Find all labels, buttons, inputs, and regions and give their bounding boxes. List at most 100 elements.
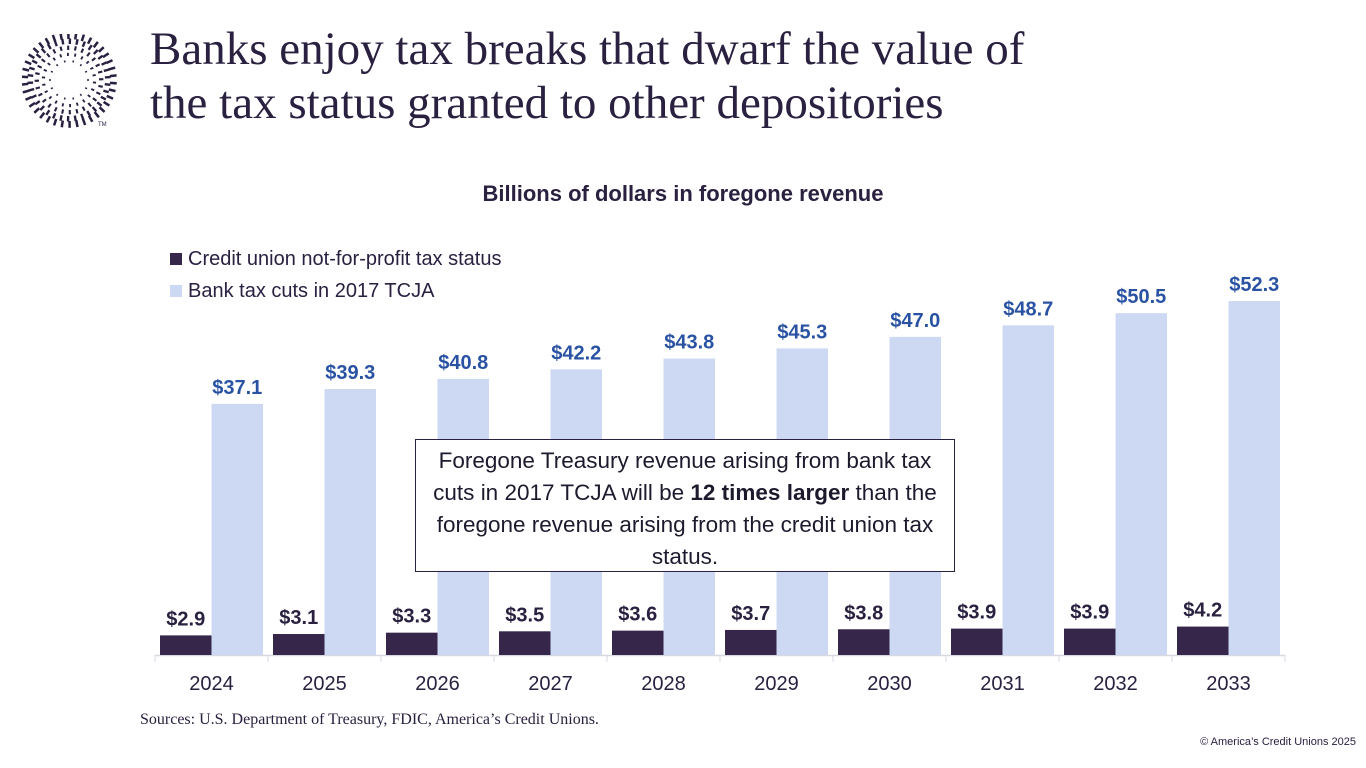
- x-tick-label: 2032: [1093, 673, 1138, 695]
- logo-dash: [45, 109, 51, 116]
- data-label: $3.8: [844, 602, 883, 624]
- logo-dash: [98, 106, 106, 113]
- logo-dash: [52, 48, 57, 54]
- logo-dash: [90, 88, 95, 92]
- logo-dash: [75, 120, 79, 128]
- logo-dash: [45, 115, 52, 123]
- data-label: $3.7: [731, 603, 770, 625]
- logo-dash: [51, 34, 57, 42]
- data-label: $3.5: [505, 604, 544, 626]
- logo-dash: [38, 41, 45, 49]
- logo-dash: [22, 89, 30, 94]
- bar-credit-union: [951, 628, 1003, 655]
- logo-dash: [100, 95, 107, 101]
- logo-dash: [104, 82, 111, 86]
- bar-bank: [324, 388, 376, 655]
- logo: TM: [22, 34, 117, 128]
- logo-dash: [24, 60, 32, 66]
- logo-dash: [46, 52, 51, 58]
- logo-dash: [81, 41, 87, 48]
- logo-dash: [93, 111, 100, 119]
- logo-dash: [92, 74, 96, 77]
- logo-dash: [80, 34, 86, 42]
- logo-dash: [86, 51, 91, 57]
- logo-dash: [28, 101, 36, 108]
- logo-dash: [37, 64, 43, 69]
- data-label: $37.1: [212, 377, 262, 399]
- legend-swatch: [170, 285, 182, 297]
- logo-dash: [86, 37, 93, 45]
- chart-title: Billions of dollars in foregone revenue: [482, 181, 884, 206]
- logo-dash: [59, 34, 63, 40]
- logo-dash: [98, 84, 103, 88]
- logo-dash: [102, 100, 111, 107]
- logo-dash: [81, 106, 86, 112]
- logo-dash: [59, 114, 63, 121]
- logo-dash: [51, 112, 57, 119]
- logo-dash: [80, 48, 85, 54]
- data-label: $39.3: [325, 362, 375, 384]
- logo-dash: [43, 68, 48, 72]
- logo-dash: [54, 100, 58, 104]
- data-label: $47.0: [890, 310, 940, 332]
- x-tick-label: 2026: [415, 673, 460, 695]
- data-label: $3.9: [957, 602, 996, 624]
- x-tick-label: 2024: [189, 673, 234, 695]
- logo-dash: [33, 107, 41, 114]
- logo-dash: [101, 61, 108, 66]
- logo-dash: [28, 66, 35, 71]
- logo-dash: [75, 102, 79, 107]
- logo-dash: [60, 120, 65, 128]
- logo-dash: [106, 94, 114, 100]
- logo-dash: [44, 37, 51, 45]
- logo-dash: [105, 59, 114, 65]
- logo-dash: [48, 95, 53, 100]
- logo-dash: [92, 41, 99, 49]
- logo-dash: [40, 47, 47, 54]
- data-label: $43.8: [664, 332, 714, 354]
- logo-dash: [87, 44, 93, 51]
- x-tick-label: 2025: [302, 673, 347, 695]
- data-label: $50.5: [1116, 286, 1166, 308]
- x-tick-label: 2030: [867, 673, 912, 695]
- bar-bank: [211, 403, 263, 655]
- logo-dash: [87, 115, 94, 123]
- data-label: $40.8: [438, 352, 488, 374]
- legend-item-bank: Bank tax cuts in 2017 TCJA: [170, 275, 501, 307]
- logo-dash: [55, 63, 59, 67]
- logo-dash: [35, 86, 41, 90]
- data-label: $3.3: [392, 606, 431, 628]
- data-label: $3.9: [1070, 602, 1109, 624]
- logo-dash: [22, 67, 30, 72]
- logo-dash: [34, 100, 41, 106]
- logo-dash: [80, 113, 85, 120]
- logo-dash: [73, 115, 77, 122]
- logo-dash: [91, 57, 97, 62]
- bar-credit-union: [725, 629, 777, 655]
- x-tick-label: 2033: [1206, 673, 1251, 695]
- data-label: $3.1: [279, 607, 318, 629]
- logo-dash: [80, 56, 84, 60]
- legend: Credit union not-for-profit tax status B…: [170, 243, 501, 307]
- logo-dash: [28, 87, 35, 92]
- logo-dash: [87, 94, 91, 98]
- bar-credit-union: [499, 631, 551, 655]
- data-label: $48.7: [1003, 298, 1053, 320]
- logo-dash: [46, 43, 52, 50]
- x-tick-label: 2027: [528, 673, 573, 695]
- logo-dash: [73, 53, 77, 57]
- logo-dash: [55, 93, 59, 97]
- logo-dash: [50, 87, 54, 90]
- bar-credit-union: [273, 634, 325, 655]
- logo-dash: [59, 53, 63, 58]
- logo-dash: [79, 93, 83, 97]
- bar-bank: [1115, 313, 1167, 655]
- bar-credit-union: [386, 632, 438, 655]
- logo-dash: [27, 74, 34, 78]
- logo-dash: [89, 66, 94, 70]
- legend-swatch: [170, 253, 182, 265]
- logo-dash: [50, 70, 54, 73]
- callout-box: Foregone Treasury revenue arising from b…: [415, 439, 955, 572]
- data-label: $4.2: [1183, 600, 1222, 622]
